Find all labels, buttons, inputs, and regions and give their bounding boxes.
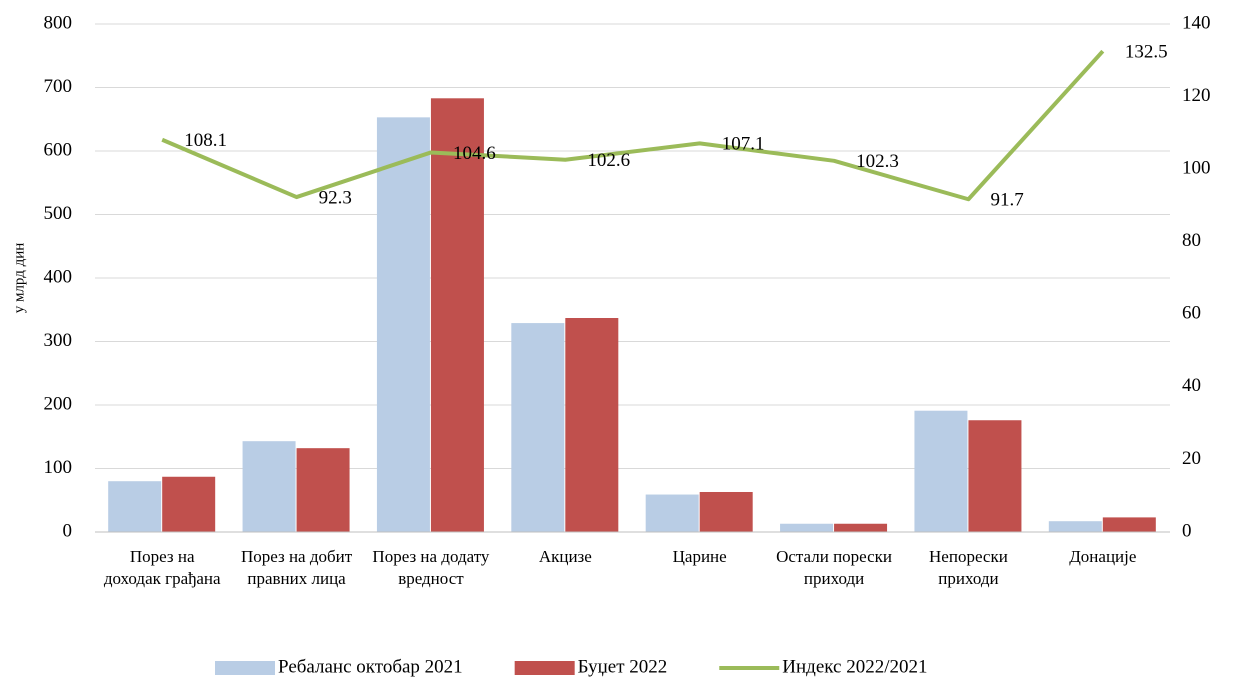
bar [565, 318, 619, 532]
x-tick-label: Царине [672, 547, 727, 566]
x-tick-label: Остали порески приходи [776, 547, 893, 588]
y-tick-label: 200 [44, 393, 73, 414]
y-tick-label: 400 [44, 266, 73, 287]
legend-label: Индекс 2022/2021 [782, 656, 927, 677]
data-label: 92.3 [319, 187, 352, 208]
legend-label: Буџет 2022 [578, 656, 668, 677]
bar [296, 448, 350, 532]
bar [162, 476, 216, 532]
y2-tick-label: 0 [1182, 520, 1192, 541]
y-tick-label: 100 [44, 457, 73, 478]
y-tick-label: 500 [44, 203, 73, 224]
data-label: 91.7 [990, 190, 1023, 211]
y2-tick-label: 60 [1182, 303, 1201, 324]
bar [108, 481, 162, 532]
y-tick-label: 0 [63, 520, 73, 541]
x-tick-label: Непорески приходи [929, 547, 1008, 588]
x-tick-label: Порез на доходак грађана [103, 547, 221, 588]
x-tick-label: Порез на додату вредност [372, 547, 490, 588]
data-label: 102.3 [856, 151, 899, 172]
bar [834, 523, 888, 532]
bar [699, 491, 753, 532]
x-tick-label: Порез на добит правних лица [240, 547, 353, 588]
bar [376, 117, 430, 532]
bar [914, 410, 968, 532]
y-tick-label: 800 [44, 12, 73, 33]
legend-label: Ребаланс октобар 2021 [278, 656, 463, 677]
line [161, 49, 1105, 202]
x-tick-label: Акцизе [538, 547, 592, 566]
y2-tick-label: 40 [1182, 375, 1201, 396]
y2-tick-label: 80 [1182, 230, 1201, 251]
bar [1102, 517, 1156, 532]
legend-swatch [514, 661, 575, 675]
bar [242, 441, 296, 532]
bar [511, 323, 565, 532]
bar [645, 494, 699, 532]
bar [1048, 521, 1102, 532]
y2-tick-label: 140 [1182, 12, 1211, 33]
data-label: 104.6 [453, 143, 496, 164]
bar [968, 420, 1022, 532]
data-label: 102.6 [587, 150, 630, 171]
legend-swatch [215, 661, 275, 675]
bar [430, 98, 484, 533]
y2-tick-label: 100 [1182, 158, 1211, 179]
data-label: 107.1 [722, 134, 765, 155]
data-label: 132.5 [1125, 42, 1168, 63]
y2-tick-label: 120 [1182, 85, 1211, 106]
x-tick-label: Донације [1069, 547, 1137, 566]
bar [780, 523, 834, 532]
y2-tick-label: 20 [1182, 448, 1201, 469]
y-axis-label: у млрд дин [11, 243, 27, 314]
data-label: 108.1 [184, 130, 227, 151]
y-tick-label: 600 [44, 139, 73, 160]
y-tick-label: 700 [44, 76, 73, 97]
y-tick-label: 300 [44, 330, 73, 351]
